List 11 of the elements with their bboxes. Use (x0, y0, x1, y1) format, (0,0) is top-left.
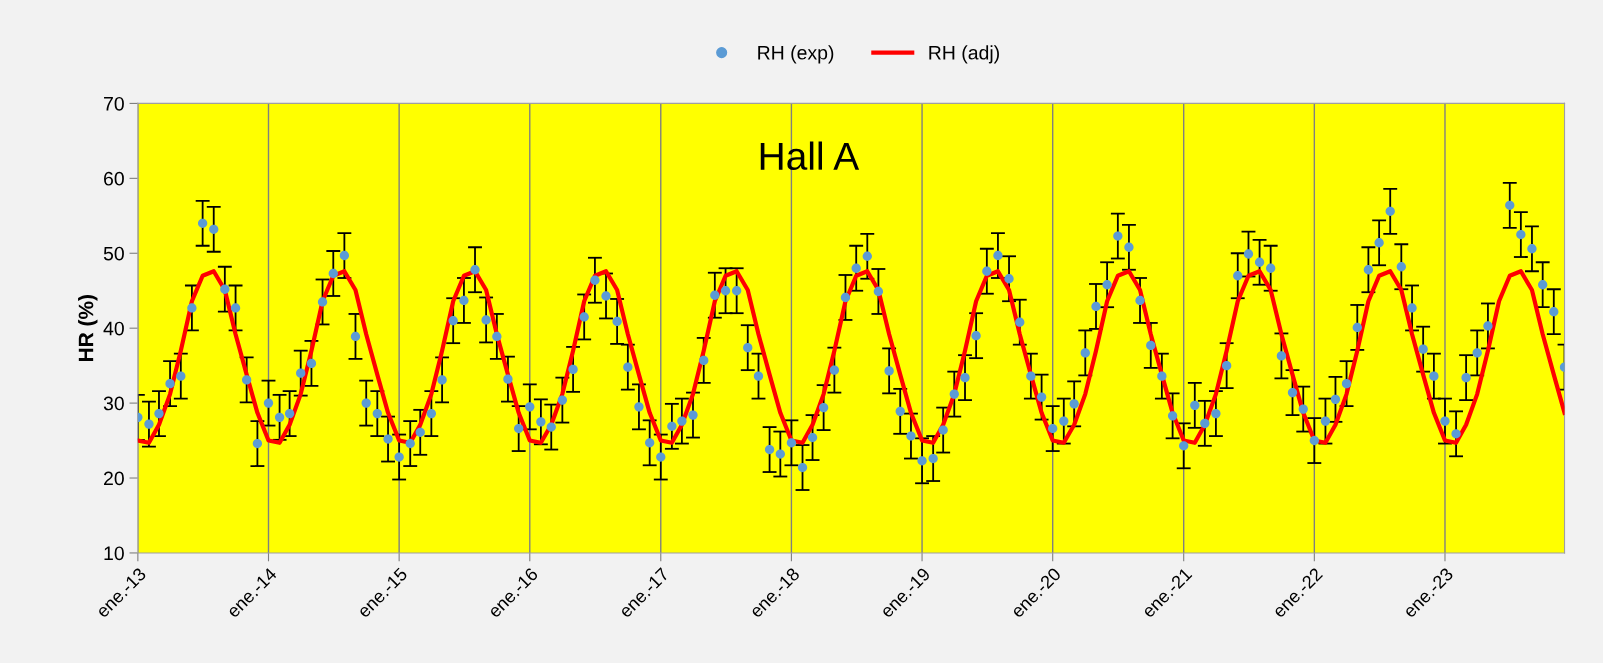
legend-label: RH (exp) (758, 45, 834, 64)
legend-label: RH (adj) (929, 45, 999, 64)
y-tick-label: 40 (103, 321, 124, 336)
y-tick-label: 30 (103, 396, 124, 411)
y-tick-label: 50 (103, 246, 124, 261)
text: Hall A (760, 141, 860, 171)
y-tick-label: 60 (104, 171, 124, 186)
y-tick-label: 70 (104, 96, 124, 111)
y-tick-label: 10 (104, 546, 124, 561)
y-axis-title: HR (%) (78, 295, 98, 361)
y-tick-label: 20 (104, 471, 124, 486)
